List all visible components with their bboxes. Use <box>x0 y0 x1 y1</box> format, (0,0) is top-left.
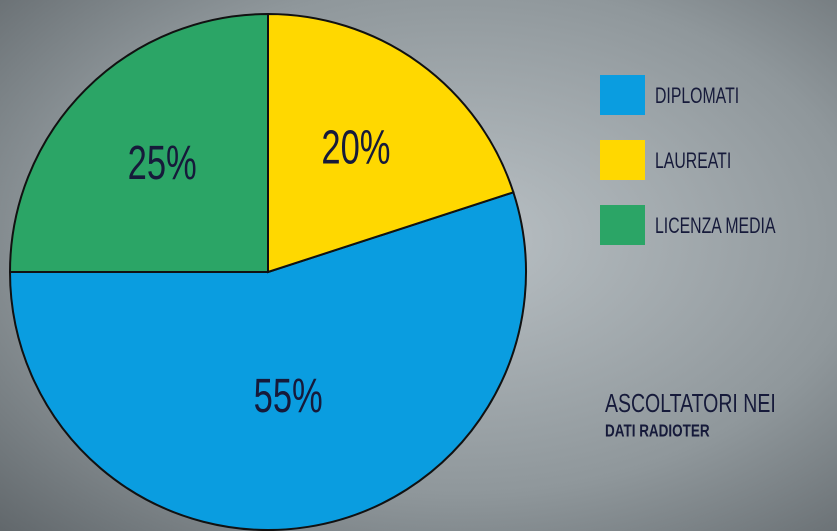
legend-label: LAUREATI <box>655 149 731 173</box>
legend-swatch <box>600 140 645 180</box>
legend-swatch <box>600 75 645 115</box>
pie: 55% 20% 25% <box>8 12 527 531</box>
data-label: 25% <box>128 135 197 189</box>
chart-subtitle: DATI RADIOTER <box>605 422 710 441</box>
data-label: 20% <box>321 120 390 174</box>
chart-title: ASCOLTATORI NEI <box>605 388 776 417</box>
pie-slice <box>8 12 269 273</box>
legend-label: DIPLOMATI <box>655 84 739 108</box>
pie-slice <box>267 12 515 274</box>
legend-swatch <box>600 205 645 245</box>
pie-slice <box>8 191 527 531</box>
legend-label: LICENZA MEDIA <box>655 214 776 238</box>
legend: DIPLOMATI LAUREATI LICENZA MEDIA <box>600 75 776 245</box>
data-label: 55% <box>254 368 323 422</box>
